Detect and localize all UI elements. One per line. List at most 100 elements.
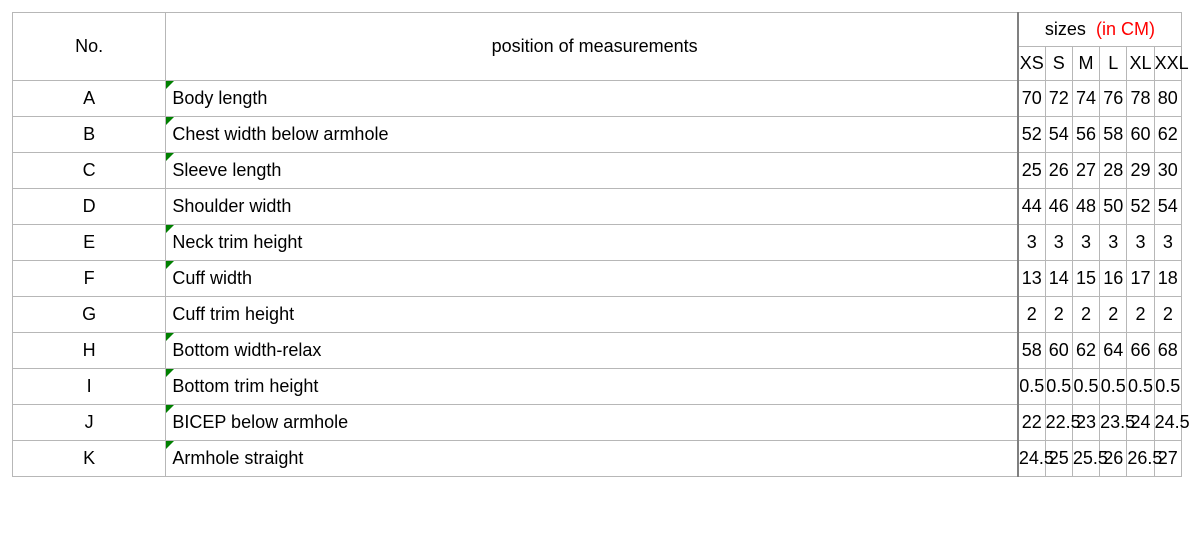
cell-value: 26.5 bbox=[1127, 441, 1154, 477]
cell-value: 25 bbox=[1045, 441, 1072, 477]
cell-value: 26 bbox=[1045, 153, 1072, 189]
cell-value: 2 bbox=[1072, 297, 1099, 333]
cell-value: 72 bbox=[1045, 81, 1072, 117]
cell-value: 2 bbox=[1018, 297, 1045, 333]
cell-no: A bbox=[13, 81, 166, 117]
cell-value: 80 bbox=[1154, 81, 1181, 117]
header-sizes: sizes (in CM) bbox=[1018, 13, 1182, 47]
cell-value: 3 bbox=[1045, 225, 1072, 261]
cell-value: 0.5 bbox=[1045, 369, 1072, 405]
table-body: ABody length707274767880BChest width bel… bbox=[13, 81, 1182, 477]
cell-value: 48 bbox=[1072, 189, 1099, 225]
cell-value: 74 bbox=[1072, 81, 1099, 117]
cell-value: 25.5 bbox=[1072, 441, 1099, 477]
cell-value: 2 bbox=[1045, 297, 1072, 333]
table-header: No. position of measurements sizes (in C… bbox=[13, 13, 1182, 81]
cell-value: 60 bbox=[1127, 117, 1154, 153]
cell-no: D bbox=[13, 189, 166, 225]
cell-value: 27 bbox=[1072, 153, 1099, 189]
header-position: position of measurements bbox=[166, 13, 1018, 81]
cell-position: BICEP below armhole bbox=[166, 405, 1018, 441]
table-row: IBottom trim height0.50.50.50.50.50.5 bbox=[13, 369, 1182, 405]
cell-no: C bbox=[13, 153, 166, 189]
cell-position: Sleeve length bbox=[166, 153, 1018, 189]
table-row: JBICEP below armhole2222.52323.52424.5 bbox=[13, 405, 1182, 441]
table-row: ABody length707274767880 bbox=[13, 81, 1182, 117]
table-row: FCuff width131415161718 bbox=[13, 261, 1182, 297]
cell-value: 16 bbox=[1100, 261, 1127, 297]
cell-value: 58 bbox=[1018, 333, 1045, 369]
cell-value: 22 bbox=[1018, 405, 1045, 441]
cell-no: F bbox=[13, 261, 166, 297]
header-sizes-label: sizes bbox=[1045, 19, 1086, 39]
header-sizes-unit: (in CM) bbox=[1096, 19, 1155, 39]
cell-value: 54 bbox=[1154, 189, 1181, 225]
cell-value: 17 bbox=[1127, 261, 1154, 297]
cell-value: 24 bbox=[1127, 405, 1154, 441]
cell-value: 0.5 bbox=[1072, 369, 1099, 405]
header-size-s: S bbox=[1045, 47, 1072, 81]
cell-value: 78 bbox=[1127, 81, 1154, 117]
cell-value: 2 bbox=[1100, 297, 1127, 333]
cell-value: 62 bbox=[1072, 333, 1099, 369]
cell-no: E bbox=[13, 225, 166, 261]
cell-value: 24.5 bbox=[1018, 441, 1045, 477]
cell-position: Neck trim height bbox=[166, 225, 1018, 261]
cell-value: 30 bbox=[1154, 153, 1181, 189]
cell-position: Body length bbox=[166, 81, 1018, 117]
header-size-xs: XS bbox=[1018, 47, 1045, 81]
measurements-table: No. position of measurements sizes (in C… bbox=[12, 12, 1182, 477]
cell-position: Armhole straight bbox=[166, 441, 1018, 477]
cell-value: 50 bbox=[1100, 189, 1127, 225]
header-size-m: M bbox=[1072, 47, 1099, 81]
cell-value: 54 bbox=[1045, 117, 1072, 153]
cell-value: 0.5 bbox=[1154, 369, 1181, 405]
cell-value: 23.5 bbox=[1100, 405, 1127, 441]
cell-value: 0.5 bbox=[1018, 369, 1045, 405]
cell-value: 3 bbox=[1100, 225, 1127, 261]
cell-value: 2 bbox=[1127, 297, 1154, 333]
cell-value: 0.5 bbox=[1127, 369, 1154, 405]
table-row: GCuff trim height222222 bbox=[13, 297, 1182, 333]
cell-value: 3 bbox=[1127, 225, 1154, 261]
cell-value: 56 bbox=[1072, 117, 1099, 153]
cell-value: 44 bbox=[1018, 189, 1045, 225]
cell-no: B bbox=[13, 117, 166, 153]
cell-position: Cuff trim height bbox=[166, 297, 1018, 333]
cell-value: 23 bbox=[1072, 405, 1099, 441]
cell-position: Chest width below armhole bbox=[166, 117, 1018, 153]
table-row: HBottom width-relax586062646668 bbox=[13, 333, 1182, 369]
cell-value: 27 bbox=[1154, 441, 1181, 477]
cell-position: Cuff width bbox=[166, 261, 1018, 297]
header-no: No. bbox=[13, 13, 166, 81]
cell-value: 52 bbox=[1127, 189, 1154, 225]
cell-value: 52 bbox=[1018, 117, 1045, 153]
cell-value: 28 bbox=[1100, 153, 1127, 189]
table-row: KArmhole straight24.52525.52626.527 bbox=[13, 441, 1182, 477]
cell-value: 0.5 bbox=[1100, 369, 1127, 405]
cell-value: 70 bbox=[1018, 81, 1045, 117]
table-row: CSleeve length252627282930 bbox=[13, 153, 1182, 189]
cell-no: J bbox=[13, 405, 166, 441]
cell-value: 76 bbox=[1100, 81, 1127, 117]
cell-value: 3 bbox=[1018, 225, 1045, 261]
cell-value: 3 bbox=[1154, 225, 1181, 261]
cell-value: 60 bbox=[1045, 333, 1072, 369]
cell-no: K bbox=[13, 441, 166, 477]
cell-value: 66 bbox=[1127, 333, 1154, 369]
cell-no: I bbox=[13, 369, 166, 405]
header-size-l: L bbox=[1100, 47, 1127, 81]
cell-value: 58 bbox=[1100, 117, 1127, 153]
cell-no: H bbox=[13, 333, 166, 369]
table-row: DShoulder width444648505254 bbox=[13, 189, 1182, 225]
cell-value: 18 bbox=[1154, 261, 1181, 297]
table-row: ENeck trim height333333 bbox=[13, 225, 1182, 261]
cell-position: Shoulder width bbox=[166, 189, 1018, 225]
table-row: BChest width below armhole525456586062 bbox=[13, 117, 1182, 153]
cell-value: 15 bbox=[1072, 261, 1099, 297]
cell-value: 13 bbox=[1018, 261, 1045, 297]
cell-position: Bottom trim height bbox=[166, 369, 1018, 405]
cell-value: 24.5 bbox=[1154, 405, 1181, 441]
cell-position: Bottom width-relax bbox=[166, 333, 1018, 369]
cell-value: 26 bbox=[1100, 441, 1127, 477]
